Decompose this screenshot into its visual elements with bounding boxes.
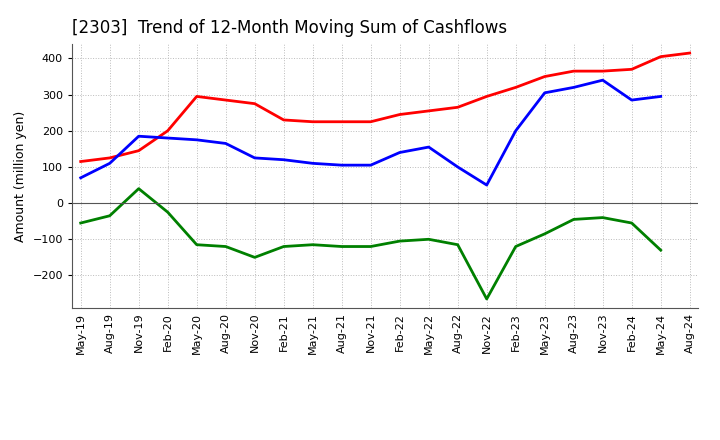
Operating Cashflow bbox=[163, 128, 172, 133]
Free Cashflow bbox=[192, 137, 201, 143]
Investing Cashflow bbox=[657, 247, 665, 253]
Investing Cashflow bbox=[482, 296, 491, 301]
Text: [2303]  Trend of 12-Month Moving Sum of Cashflows: [2303] Trend of 12-Month Moving Sum of C… bbox=[72, 19, 507, 37]
Free Cashflow bbox=[308, 161, 317, 166]
Investing Cashflow bbox=[308, 242, 317, 247]
Investing Cashflow bbox=[541, 231, 549, 237]
Operating Cashflow bbox=[105, 155, 114, 161]
Operating Cashflow bbox=[454, 105, 462, 110]
Free Cashflow bbox=[482, 183, 491, 188]
Operating Cashflow bbox=[511, 85, 520, 90]
Free Cashflow bbox=[105, 161, 114, 166]
Operating Cashflow bbox=[627, 67, 636, 72]
Investing Cashflow bbox=[395, 238, 404, 244]
Operating Cashflow bbox=[541, 74, 549, 79]
Investing Cashflow bbox=[76, 220, 85, 226]
Free Cashflow bbox=[76, 175, 85, 180]
Free Cashflow bbox=[570, 85, 578, 90]
Free Cashflow bbox=[395, 150, 404, 155]
Y-axis label: Amount (million yen): Amount (million yen) bbox=[14, 110, 27, 242]
Operating Cashflow bbox=[338, 119, 346, 125]
Investing Cashflow bbox=[163, 209, 172, 215]
Operating Cashflow bbox=[192, 94, 201, 99]
Free Cashflow bbox=[366, 162, 375, 168]
Free Cashflow bbox=[221, 141, 230, 146]
Free Cashflow bbox=[338, 162, 346, 168]
Free Cashflow bbox=[279, 157, 288, 162]
Operating Cashflow bbox=[657, 54, 665, 59]
Investing Cashflow bbox=[338, 244, 346, 249]
Operating Cashflow bbox=[251, 101, 259, 106]
Investing Cashflow bbox=[135, 186, 143, 191]
Operating Cashflow bbox=[366, 119, 375, 125]
Free Cashflow bbox=[424, 144, 433, 150]
Operating Cashflow bbox=[424, 108, 433, 114]
Investing Cashflow bbox=[454, 242, 462, 247]
Investing Cashflow bbox=[105, 213, 114, 218]
Free Cashflow bbox=[163, 136, 172, 141]
Investing Cashflow bbox=[251, 255, 259, 260]
Free Cashflow bbox=[541, 90, 549, 95]
Free Cashflow bbox=[657, 94, 665, 99]
Operating Cashflow bbox=[395, 112, 404, 117]
Investing Cashflow bbox=[627, 220, 636, 226]
Operating Cashflow bbox=[598, 69, 607, 74]
Line: Investing Cashflow: Investing Cashflow bbox=[81, 189, 661, 299]
Investing Cashflow bbox=[570, 217, 578, 222]
Operating Cashflow bbox=[685, 51, 694, 56]
Investing Cashflow bbox=[598, 215, 607, 220]
Investing Cashflow bbox=[366, 244, 375, 249]
Investing Cashflow bbox=[221, 244, 230, 249]
Investing Cashflow bbox=[424, 237, 433, 242]
Free Cashflow bbox=[251, 155, 259, 161]
Free Cashflow bbox=[454, 164, 462, 169]
Operating Cashflow bbox=[482, 94, 491, 99]
Line: Free Cashflow: Free Cashflow bbox=[81, 80, 661, 185]
Free Cashflow bbox=[511, 128, 520, 133]
Investing Cashflow bbox=[511, 244, 520, 249]
Operating Cashflow bbox=[135, 148, 143, 153]
Operating Cashflow bbox=[76, 159, 85, 164]
Operating Cashflow bbox=[279, 117, 288, 123]
Free Cashflow bbox=[627, 97, 636, 103]
Free Cashflow bbox=[598, 77, 607, 83]
Free Cashflow bbox=[135, 134, 143, 139]
Operating Cashflow bbox=[308, 119, 317, 125]
Investing Cashflow bbox=[279, 244, 288, 249]
Operating Cashflow bbox=[570, 69, 578, 74]
Operating Cashflow bbox=[221, 97, 230, 103]
Line: Operating Cashflow: Operating Cashflow bbox=[81, 53, 690, 161]
Investing Cashflow bbox=[192, 242, 201, 247]
